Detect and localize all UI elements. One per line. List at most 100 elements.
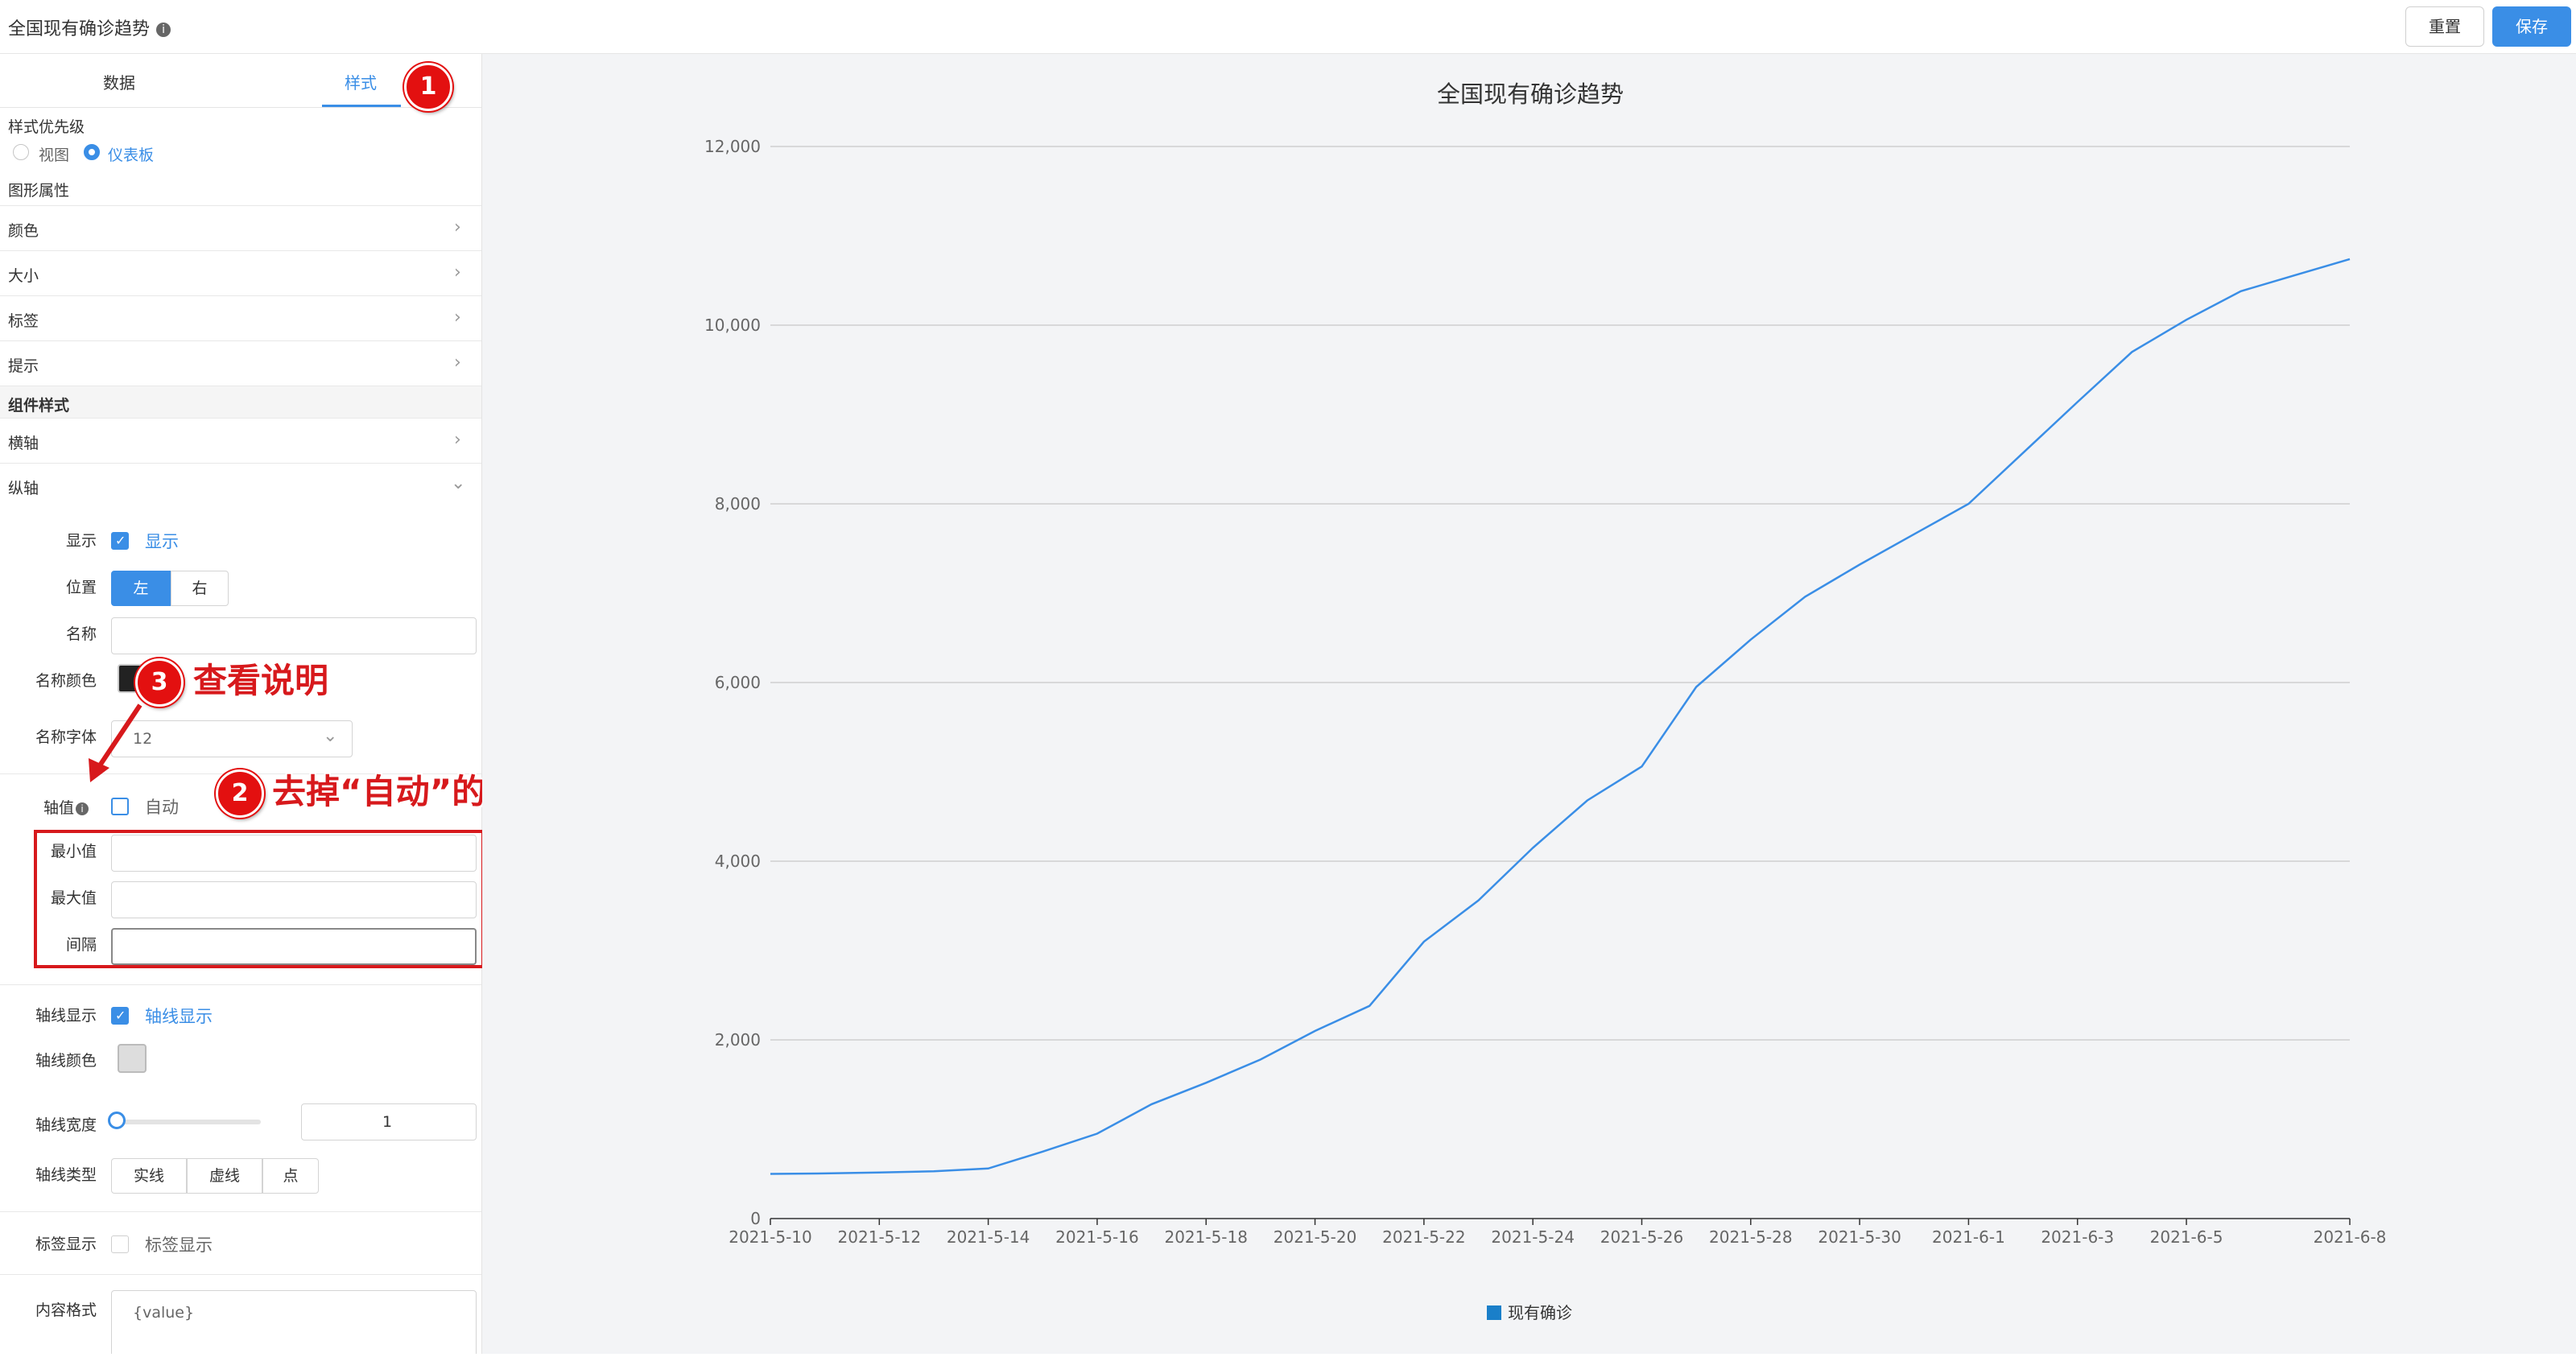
divider [0,1274,481,1275]
check-icon: ✓ [115,1008,126,1023]
data-point[interactable] [1802,593,1808,600]
slider-handle[interactable] [108,1112,126,1129]
page-title: 全国现有确诊趋势 i [8,14,171,40]
radio-view-label: 视图 [39,146,70,164]
data-point[interactable] [2183,316,2190,323]
x-tick-label: 2021-5-22 [1382,1227,1466,1247]
tab-style[interactable]: 样式 [345,73,377,93]
name-font-select[interactable]: 12 ⌄ [111,720,353,757]
min-value-input[interactable] [111,835,477,872]
interval-input[interactable] [111,928,477,965]
row-size[interactable]: 大小 › [0,250,481,296]
axis-line-color-swatch[interactable] [118,1044,147,1073]
style-priority-radio-group: 视图 仪表板 [13,144,254,164]
row-color[interactable]: 颜色 › [0,205,481,251]
radio-dashboard-label: 仪表板 [108,146,155,164]
data-point[interactable] [1911,531,1918,538]
position-right-button[interactable]: 右 [171,571,229,606]
axis-line-show-checkbox[interactable]: ✓ [111,1007,129,1025]
x-tick-label: 2021-5-10 [729,1227,812,1247]
legend[interactable]: 现有确诊 [1487,1303,1572,1322]
content-format-textarea[interactable]: {value} [111,1290,477,1354]
line-type-dot-button[interactable]: 点 [262,1158,319,1194]
chevron-right-icon: › [454,430,461,450]
check-icon: ✓ [115,533,126,548]
position-label: 位置 [65,579,97,596]
data-point[interactable] [1693,684,1699,691]
axis-line-width-input[interactable]: 1 [301,1103,477,1140]
data-point[interactable] [2074,398,2081,405]
line-type-solid-button[interactable]: 实线 [111,1158,187,1194]
row-x-axis[interactable]: 横轴 › [0,418,481,464]
radio-view[interactable] [13,144,29,160]
row-color-label: 颜色 [8,222,39,240]
row-tooltip[interactable]: 提示 › [0,340,481,386]
x-tick-label: 2021-5-26 [1600,1227,1684,1247]
row-label[interactable]: 标签 › [0,295,481,341]
chart-title: 全国现有确诊趋势 [1437,80,1624,108]
data-point[interactable] [1748,637,1754,643]
tick-label-show-checkbox[interactable] [111,1235,129,1253]
data-point[interactable] [2238,288,2244,295]
y-tick-label: 10,000 [704,316,761,335]
position-left-button[interactable]: 左 [111,571,171,606]
min-value-label: 最小值 [50,843,97,860]
data-point[interactable] [822,1170,828,1177]
tick-label-show-text: 标签显示 [145,1235,213,1255]
data-point[interactable] [1203,1079,1209,1086]
data-point[interactable] [1257,1056,1264,1062]
save-button[interactable]: 保存 [2492,6,2571,47]
name-input[interactable] [111,617,477,654]
data-point[interactable] [1149,1101,1155,1107]
y-tick-label: 4,000 [715,852,761,871]
data-point[interactable] [1965,501,1971,507]
data-point[interactable] [2128,349,2135,355]
name-font-value: 12 [133,730,153,748]
data-point[interactable] [1039,1149,1046,1155]
data-point[interactable] [1638,763,1645,769]
annotation-badge-2: 2 [216,769,264,818]
x-tick-label: 2021-6-1 [1932,1227,2005,1247]
data-point[interactable] [2292,272,2298,278]
component-style-label: 组件样式 [8,397,70,415]
show-checkbox[interactable]: ✓ [111,532,129,550]
data-point[interactable] [1366,1003,1373,1009]
annotation-text-3: 查看说明 [193,661,329,700]
data-point[interactable] [1094,1131,1100,1137]
series-layer [767,256,2353,1178]
axis-line-width-label: 轴线宽度 [35,1116,97,1134]
name-font-label: 名称字体 [35,728,97,746]
line-type-dashed-button[interactable]: 虚线 [187,1158,262,1194]
radio-dashboard[interactable] [84,144,100,160]
x-tick-label: 2021-6-8 [2314,1227,2387,1247]
data-point[interactable] [1584,798,1591,804]
data-point[interactable] [876,1169,882,1176]
chevron-right-icon: › [454,262,461,283]
row-y-axis[interactable]: 纵轴 ⌄ [0,463,481,509]
reset-button[interactable]: 重置 [2405,6,2484,47]
data-point[interactable] [931,1168,937,1174]
auto-checkbox[interactable] [111,798,129,815]
axis-value-label-text: 轴值 [43,799,74,817]
data-point[interactable] [1421,938,1427,945]
axis-line-show-label: 轴线显示 [35,1007,97,1025]
data-point[interactable] [767,1171,774,1178]
y-axis-ticks: 0 2,000 4,000 6,000 8,000 10,000 12,000 [704,137,761,1228]
data-point[interactable] [1530,844,1536,851]
data-point[interactable] [1476,897,1482,904]
max-value-input[interactable] [111,881,477,918]
info-icon[interactable]: i [156,23,171,37]
data-point[interactable] [2347,256,2353,262]
annotation-highlight-box [34,830,485,968]
data-point[interactable] [985,1165,992,1172]
data-point[interactable] [1312,1028,1319,1034]
data-point[interactable] [2020,450,2026,456]
x-tick-label: 2021-5-16 [1055,1227,1139,1247]
info-icon[interactable]: i [76,802,89,815]
annotation-badge-1: 1 [404,63,452,111]
chevron-right-icon: › [454,307,461,328]
tab-data[interactable]: 数据 [103,73,135,93]
axis-line-width-slider[interactable] [108,1112,261,1129]
settings-panel: 数据 样式 样式优先级 视图 仪表板 图形属性 颜色 › 大小 › 标签 › 提示 › … [0,54,482,1354]
data-point[interactable] [1856,561,1863,567]
